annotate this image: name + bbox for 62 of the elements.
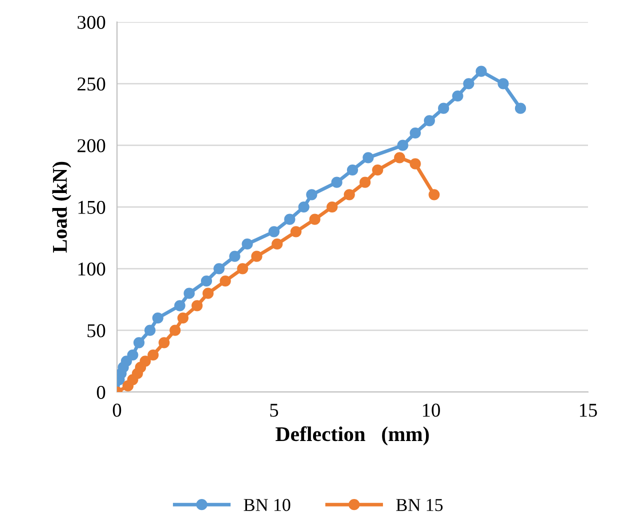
y-tick-label: 200 (78, 139, 106, 152)
point (452, 90, 464, 102)
point (272, 238, 283, 250)
point (229, 250, 240, 262)
y-axis-title: Load (kN) (52, 162, 72, 253)
point (360, 176, 371, 188)
y-tick-label: 100 (78, 262, 106, 276)
point (476, 66, 487, 77)
point (133, 337, 145, 348)
point (428, 189, 440, 200)
point (410, 127, 421, 139)
point (120, 356, 132, 367)
point (242, 238, 253, 250)
x-tick-label: 5 (270, 404, 278, 417)
y-tick-label: 0 (96, 386, 106, 399)
x-tick-label: 15 (580, 404, 597, 417)
point (438, 102, 450, 114)
point (463, 78, 474, 90)
point (144, 324, 156, 336)
point (326, 201, 338, 213)
x-tick-label: 10 (422, 404, 440, 417)
point (306, 189, 318, 200)
point (268, 226, 280, 238)
x-tick-label: 0 (112, 404, 122, 417)
point (202, 288, 214, 299)
point (284, 214, 296, 225)
point (177, 312, 188, 324)
point (152, 312, 164, 324)
point (410, 158, 421, 170)
point (344, 189, 355, 200)
point (298, 201, 310, 213)
point (362, 152, 374, 164)
x-axis-title: Deflection (mm) (276, 426, 429, 446)
point (192, 300, 203, 312)
point (127, 349, 138, 361)
y-tick-label: 150 (78, 200, 106, 214)
point (331, 176, 342, 188)
point (148, 349, 159, 361)
point (184, 288, 195, 299)
point (237, 263, 248, 274)
point (498, 78, 509, 90)
y-tick-label: 50 (88, 324, 106, 338)
y-tick-label: 250 (78, 77, 106, 91)
point (514, 102, 526, 114)
point (346, 164, 358, 176)
point (309, 214, 320, 225)
point (140, 356, 151, 367)
legend-label: BN 10 (244, 498, 290, 512)
point (174, 300, 186, 312)
point (213, 263, 225, 274)
point (170, 324, 181, 336)
point (220, 275, 231, 287)
point (397, 140, 408, 151)
point (200, 275, 212, 287)
point (158, 337, 170, 348)
point (424, 115, 435, 126)
point (290, 226, 302, 238)
point (372, 164, 384, 176)
y-tick-label: 300 (78, 16, 106, 29)
point (251, 250, 262, 262)
point (394, 152, 406, 164)
legend-label: BN 15 (396, 498, 443, 512)
